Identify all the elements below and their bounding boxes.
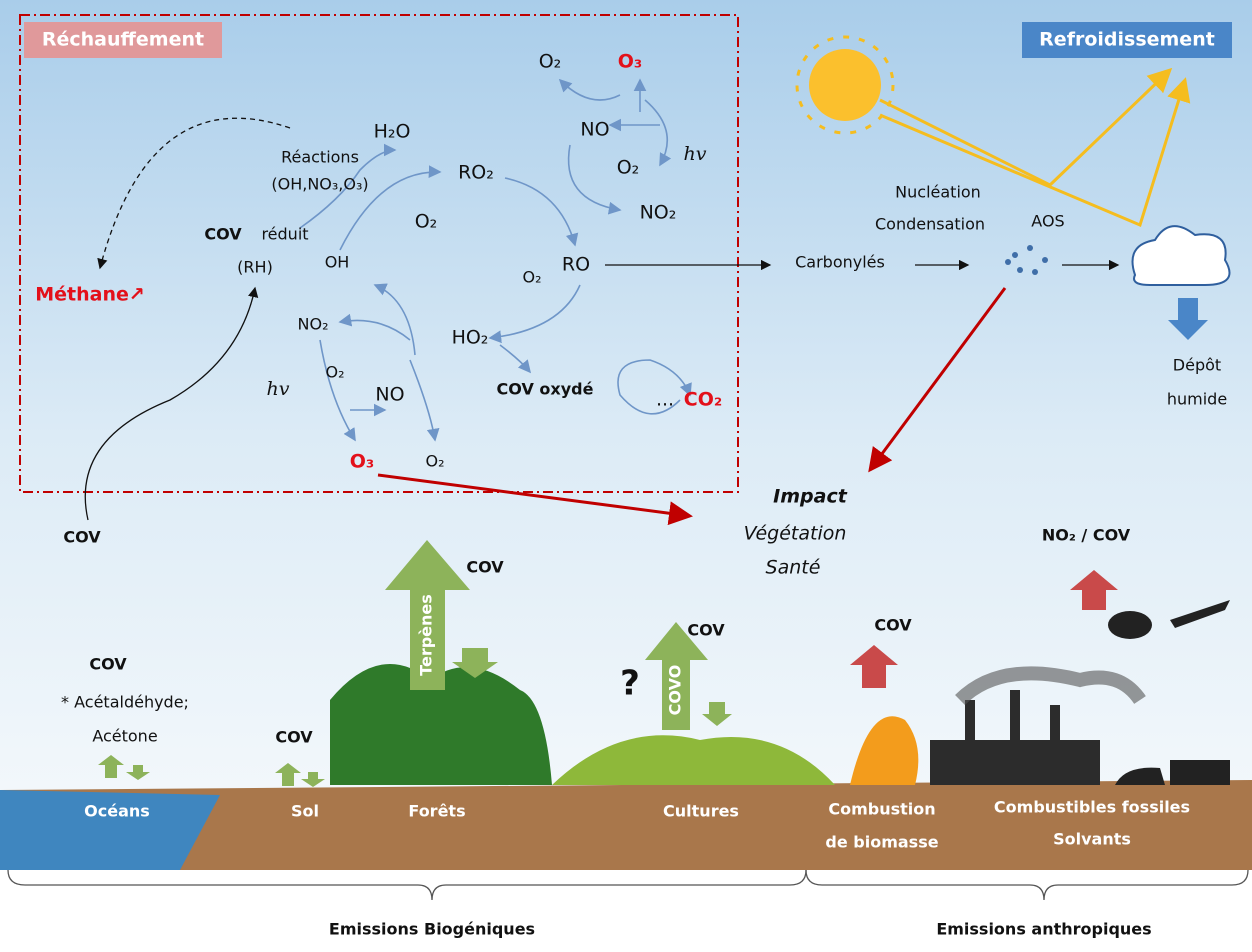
label: humide: [1167, 390, 1227, 409]
species: NO₂: [298, 315, 329, 334]
label: ?: [620, 664, 640, 704]
label: * Acétaldéhyde;: [61, 693, 189, 712]
label: Terpènes: [417, 594, 436, 676]
species: O₂: [425, 452, 444, 471]
page: Réchauffement Refroidissement O₂ O₃ NO h…: [0, 0, 1252, 948]
label: COV: [275, 728, 313, 747]
label: Océans: [84, 802, 150, 821]
species: OH: [325, 253, 350, 272]
species: hv: [267, 378, 290, 400]
label: Condensation: [875, 215, 985, 234]
label: Dépôt: [1173, 356, 1221, 375]
group-label: Emissions anthropiques: [936, 920, 1151, 939]
label: Sol: [291, 802, 319, 821]
species: O₂: [617, 157, 640, 179]
label: Forêts: [408, 802, 465, 821]
species: COV: [204, 225, 242, 244]
label: COV: [89, 655, 127, 674]
label: COV: [63, 528, 101, 547]
species: réduit: [261, 225, 308, 244]
species: O₃: [350, 451, 374, 473]
label: Combustion: [828, 800, 935, 819]
species: (OH,NO₃,O₃): [271, 175, 368, 194]
diagram: Réchauffement Refroidissement O₂ O₃ NO h…: [0, 0, 1252, 948]
label: Nucléation: [895, 183, 981, 202]
species: O₃: [618, 51, 642, 73]
species: O₂: [325, 363, 344, 382]
species: H₂O: [374, 121, 411, 143]
species: NO: [375, 384, 404, 406]
label: COV: [466, 558, 504, 577]
label: COVO: [666, 665, 685, 716]
cooling-label: Refroidissement: [1039, 29, 1215, 51]
label: de biomasse: [825, 833, 938, 852]
label: AOS: [1031, 212, 1064, 231]
species: hv: [684, 143, 707, 165]
species: RO: [562, 254, 590, 276]
warming-label: Réchauffement: [42, 29, 204, 51]
species: RO₂: [458, 162, 494, 184]
label: Impact: [773, 486, 848, 508]
species: NO₂: [640, 202, 677, 224]
group-label: Emissions Biogéniques: [329, 920, 535, 939]
label: NO₂ / COV: [1042, 526, 1131, 545]
label: Solvants: [1053, 830, 1131, 849]
species: O₂: [522, 268, 541, 287]
species: ...: [656, 389, 674, 411]
species: NO: [580, 119, 609, 141]
sky: [0, 0, 1252, 870]
methane-label: Méthane↗: [35, 284, 145, 306]
label: COV: [687, 621, 725, 640]
species: HO₂: [452, 327, 489, 349]
species: (RH): [237, 258, 273, 277]
label: Santé: [766, 557, 821, 579]
species: COV oxydé: [497, 380, 594, 399]
species: CO₂: [684, 389, 722, 411]
label: Combustibles fossiles: [994, 798, 1190, 817]
label: Cultures: [663, 802, 739, 821]
label: COV: [874, 616, 912, 635]
label: Carbonylés: [795, 253, 885, 272]
braces: [8, 870, 1248, 900]
label: Végétation: [744, 523, 847, 545]
species: O₂: [415, 211, 438, 233]
species: Réactions: [281, 148, 359, 167]
species: O₂: [539, 51, 562, 73]
label: Acétone: [92, 727, 157, 746]
